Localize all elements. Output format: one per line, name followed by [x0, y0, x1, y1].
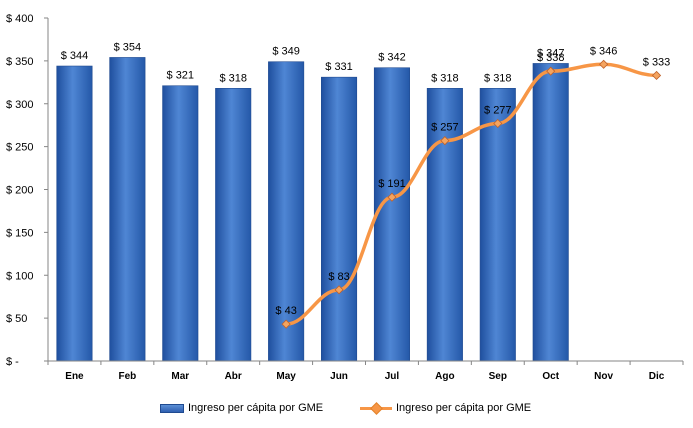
line-point	[599, 59, 609, 69]
line-data-label: $ 346	[590, 45, 618, 57]
bar-data-label: $ 318	[431, 72, 459, 84]
legend-line-swatch	[360, 402, 392, 415]
bar	[426, 88, 463, 362]
legend-label-line-series: Ingreso per cápita por GME	[396, 402, 532, 414]
y-tick-label: $ 150	[6, 227, 34, 239]
line-data-label: $ 83	[328, 271, 349, 283]
x-tick-label: Abr	[225, 371, 242, 382]
line-series	[281, 59, 662, 329]
line-data-label: $ 277	[484, 104, 512, 116]
line-point	[493, 118, 503, 129]
y-tick-label: $ 200	[6, 185, 34, 197]
y-tick-label: $ 250	[6, 142, 34, 154]
x-tick-label: Sep	[489, 371, 507, 382]
bar	[268, 61, 305, 362]
x-tick-label: Feb	[118, 371, 136, 382]
line-data-label: $ 333	[643, 56, 671, 68]
y-tick-label: $ 300	[6, 99, 34, 111]
line-point	[440, 136, 450, 146]
bar-data-label: $ 347	[537, 47, 565, 59]
x-tick-label: Nov	[594, 371, 613, 382]
bar-data-labels: $ 344 $ 354 $ 321 $ 318 $ 349 $ 331 $ 342 $ 318…	[61, 41, 565, 84]
bar	[109, 57, 146, 362]
chart-canvas: $ - $ 50 $ 100 $ 150 $ 200 $ 250 $ 300 $ 350 $ 4…	[6, 13, 684, 382]
line-point	[651, 70, 662, 81]
x-tick-label: Dic	[649, 371, 665, 382]
line-point	[546, 66, 556, 76]
line-data-label: $ 43	[275, 305, 296, 317]
line-point	[281, 319, 291, 329]
line-data-label: $ 257	[431, 122, 459, 134]
y-tick-label: $ 350	[6, 56, 34, 68]
x-tick-label: Ene	[65, 371, 84, 382]
y-tick-label: $ 100	[6, 270, 34, 282]
bar-data-label: $ 321	[167, 70, 195, 82]
x-tick-label: Jun	[330, 371, 348, 382]
line-point	[387, 192, 397, 202]
series-line	[285, 62, 657, 326]
line-data-labels: $ 43 $ 83 $ 191 $ 257 $ 277 $ 338 $ 346 $ 333	[275, 45, 670, 317]
line-data-label: $ 338	[537, 52, 565, 64]
bar-data-label: $ 318	[219, 72, 247, 84]
x-tick-label: May	[276, 371, 296, 382]
x-axis: Ene Feb Mar Abr May Jun Jul Ago Sep Oct Nov Dic	[47, 360, 684, 382]
bar-data-label: $ 318	[484, 72, 512, 84]
bar-data-label: $ 331	[325, 61, 353, 73]
x-tick-label: Jul	[385, 371, 400, 382]
legend-label-bar-series: Ingreso per cápita por GME	[188, 402, 324, 414]
line-data-label: $ 191	[378, 178, 406, 190]
bar	[321, 76, 358, 362]
y-tick-label: $ 400	[6, 13, 34, 25]
line-point	[334, 285, 344, 295]
bar-series	[56, 57, 569, 362]
legend: Ingreso per cápita por GME Ingreso per c…	[0, 396, 693, 420]
bar	[162, 85, 199, 362]
bar	[215, 88, 252, 362]
bar	[532, 63, 569, 362]
bar-data-label: $ 344	[61, 50, 89, 62]
bar	[479, 88, 516, 362]
x-tick-label: Oct	[542, 371, 559, 382]
x-tick-label: Mar	[171, 371, 189, 382]
x-tick-label: Ago	[435, 371, 454, 382]
bar-data-label: $ 354	[114, 41, 142, 53]
y-tick-label: $ -	[6, 356, 19, 368]
legend-bar-swatch	[160, 403, 184, 413]
y-axis: $ - $ 50 $ 100 $ 150 $ 200 $ 250 $ 300 $ 350 $ 4…	[6, 13, 49, 368]
bar	[56, 65, 93, 362]
bar-data-label: $ 349	[272, 46, 300, 58]
bar	[373, 67, 410, 362]
y-tick-label: $ 50	[6, 313, 27, 325]
legend-item-bar-series: Ingreso per cápita por GME	[160, 400, 323, 416]
bar-data-label: $ 342	[378, 52, 406, 64]
legend-item-line-series: Ingreso per cápita por GME	[360, 400, 531, 416]
